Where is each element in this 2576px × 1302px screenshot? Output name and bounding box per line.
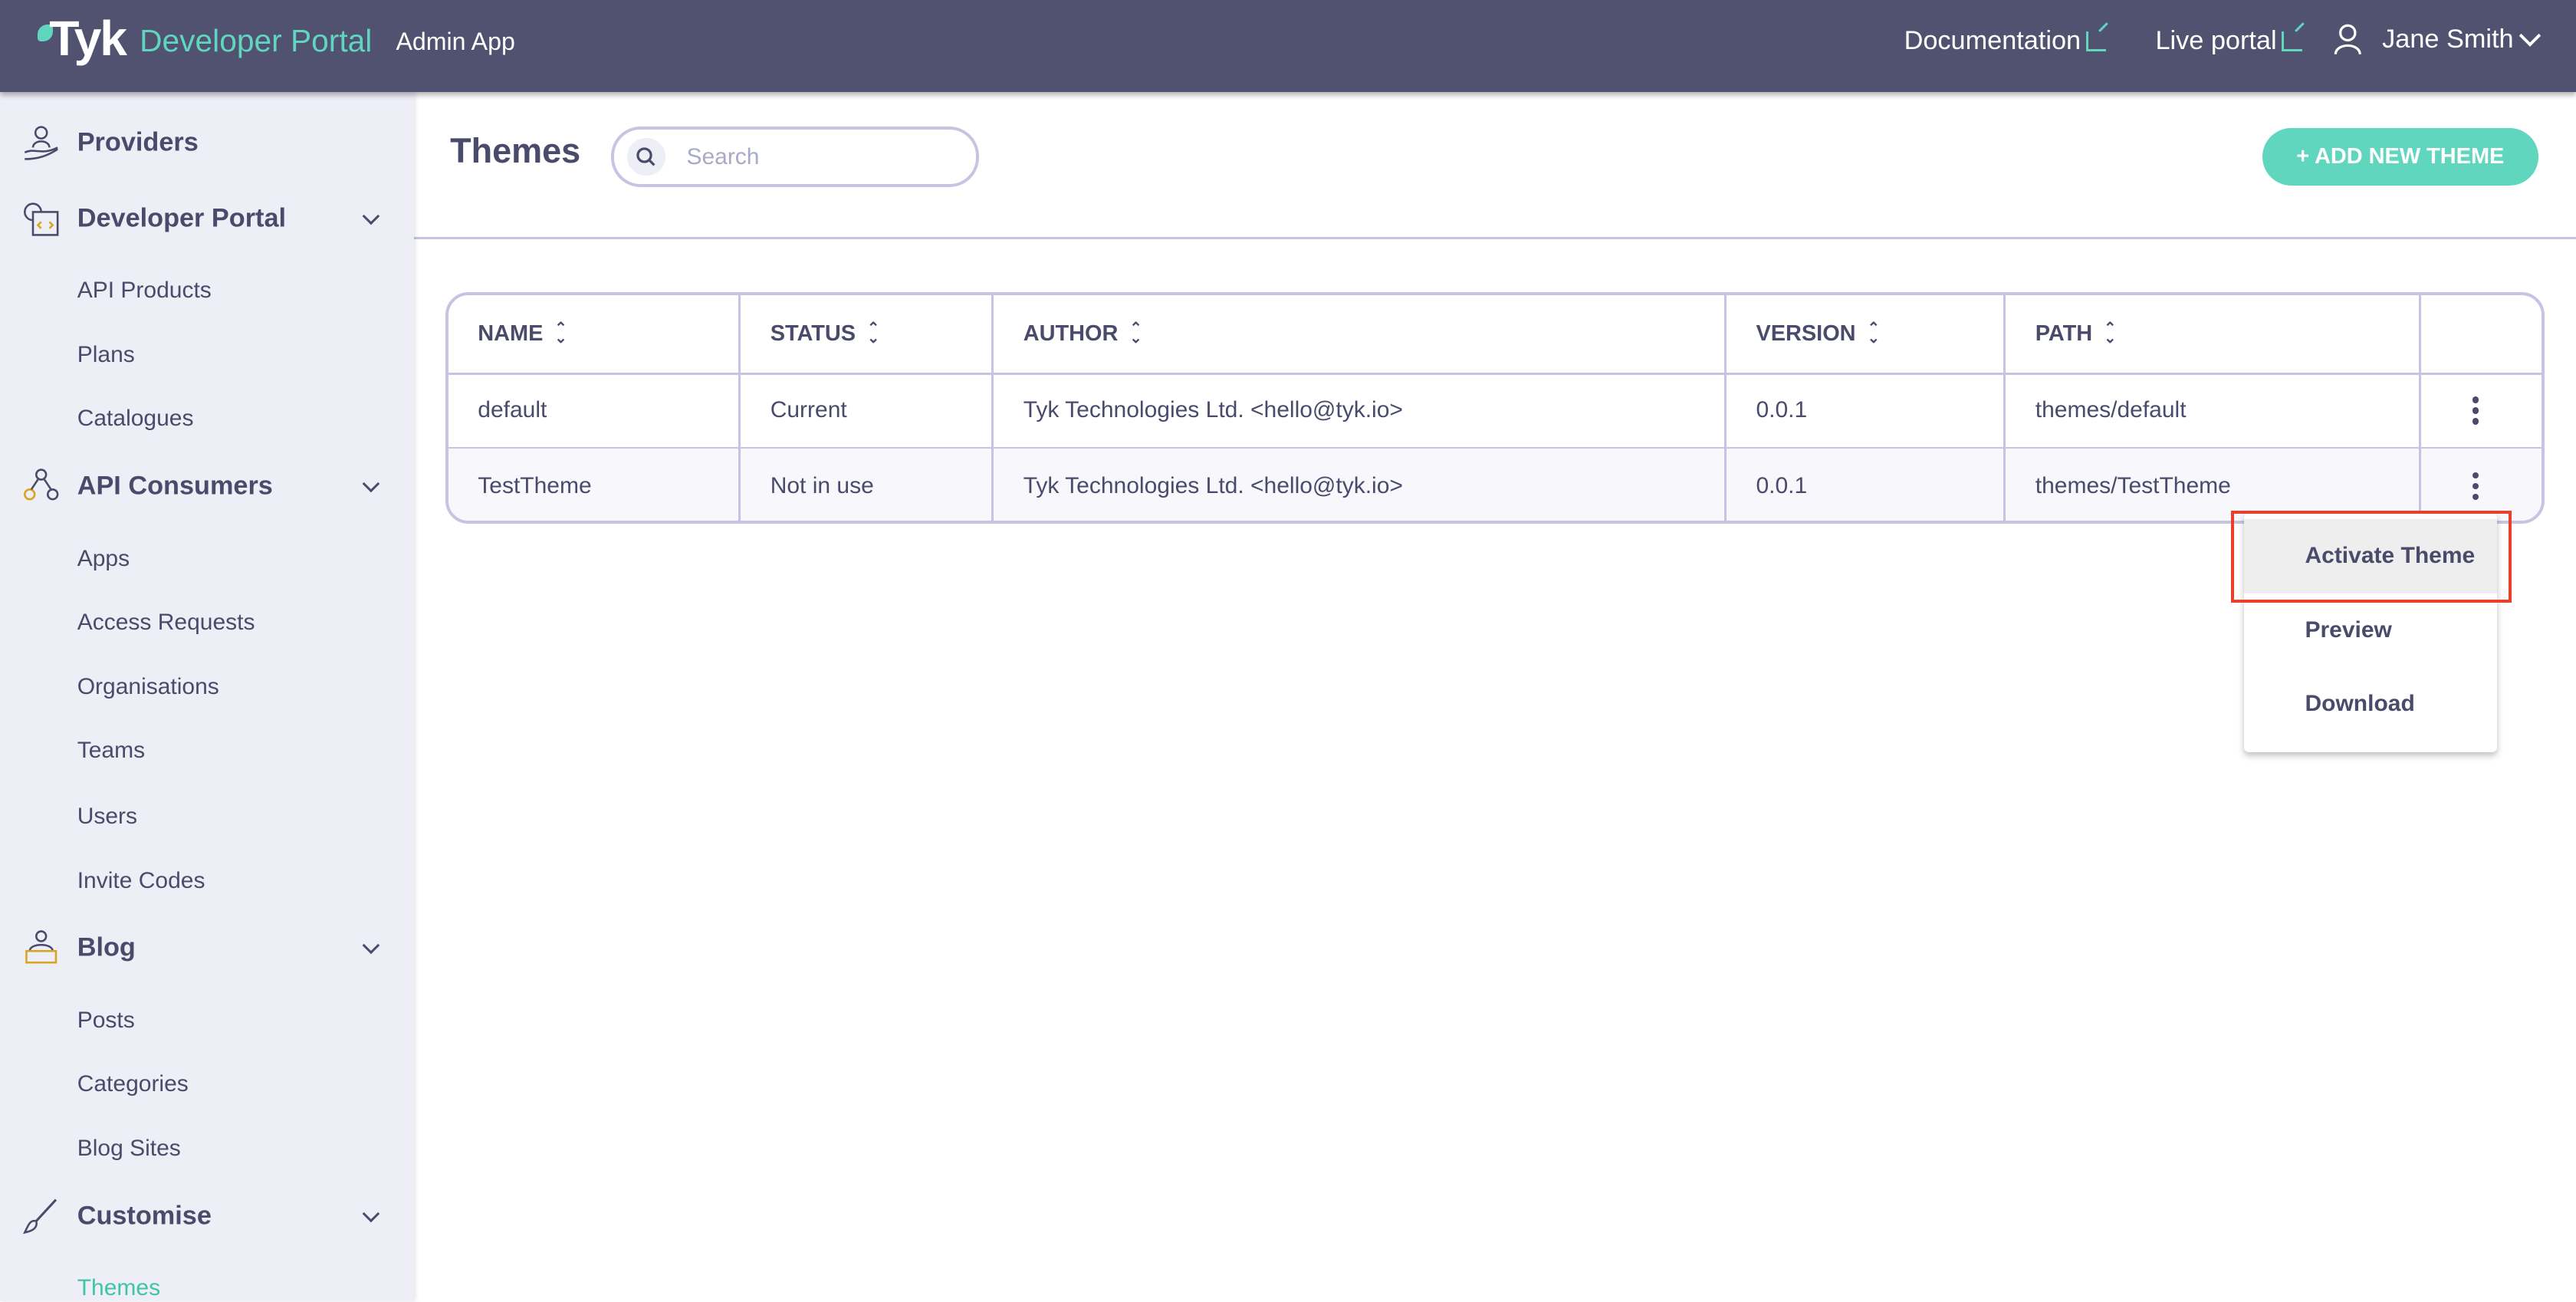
cell-version: 0.0.1: [1727, 448, 2006, 521]
cell-path: themes/TestTheme: [2006, 448, 2422, 521]
page-title: Themes: [450, 131, 581, 171]
sidebar-item-invite-codes[interactable]: Invite Codes: [77, 867, 205, 893]
themes-table: NAME ⌃ ⌄ STATUS ⌃ ⌄ AUTHOR ⌃ ⌄ VERSION ⌃ ⌄ PATH ⌃…: [445, 292, 2545, 524]
cell-name: TestTheme: [449, 448, 741, 521]
developer-portal-icon: [23, 202, 59, 236]
live-portal-link[interactable]: Live portal: [2155, 26, 2302, 56]
search-box[interactable]: [611, 127, 979, 187]
brush-icon: [22, 1198, 57, 1234]
chevron-down-icon[interactable]: [362, 1205, 380, 1222]
search-input[interactable]: [683, 143, 953, 173]
sidebar-item-posts[interactable]: Posts: [77, 1007, 135, 1033]
column-label: NAME: [478, 321, 544, 347]
sidebar-item-categories[interactable]: Categories: [77, 1071, 189, 1097]
product-name: Developer Portal: [140, 23, 373, 58]
add-new-theme-button[interactable]: + ADD NEW THEME: [2262, 128, 2538, 186]
sort-icon[interactable]: ⌃ ⌄: [2104, 320, 2117, 347]
sidebar-item-themes[interactable]: Themes: [77, 1275, 161, 1301]
blog-icon: [25, 930, 58, 965]
sort-icon[interactable]: ⌃ ⌄: [867, 320, 880, 347]
sort-icon[interactable]: ⌃ ⌄: [1129, 320, 1142, 347]
chevron-down-icon: [2518, 33, 2542, 47]
more-options-icon[interactable]: [2472, 396, 2479, 425]
column-header-status[interactable]: STATUS ⌃ ⌄: [741, 295, 994, 373]
providers-icon: [24, 126, 58, 161]
cell-author: Tyk Technologies Ltd. <hello@tyk.io>: [994, 374, 1727, 447]
cell-actions: [2421, 449, 2541, 521]
user-name: Jane Smith: [2382, 24, 2514, 54]
menu-item-preview[interactable]: Preview: [2305, 616, 2392, 643]
api-consumers-icon: [23, 469, 59, 501]
external-link-icon: [2282, 31, 2302, 52]
sidebar-section-developer-portal[interactable]: Developer Portal: [77, 203, 287, 233]
sidebar-item-access-requests[interactable]: Access Requests: [77, 610, 255, 636]
column-header-path[interactable]: PATH ⌃ ⌄: [2006, 295, 2422, 373]
sidebar-item-users[interactable]: Users: [77, 804, 138, 830]
column-label: VERSION: [1756, 321, 1856, 347]
theme-context-menu: Activate Theme Preview Download: [2244, 512, 2498, 753]
sidebar-item-apps[interactable]: Apps: [77, 545, 130, 571]
cell-status: Current: [741, 374, 994, 447]
sidebar-section-blog[interactable]: Blog: [77, 932, 136, 962]
column-label: PATH: [2035, 321, 2093, 347]
sort-icon[interactable]: ⌃ ⌄: [554, 320, 567, 347]
table-row: default Current Tyk Technologies Ltd. <h…: [448, 374, 2542, 449]
column-header-version[interactable]: VERSION ⌃ ⌄: [1727, 295, 2006, 373]
table-header-row: NAME ⌃ ⌄ STATUS ⌃ ⌄ AUTHOR ⌃ ⌄ VERSION ⌃ ⌄ PATH ⌃…: [448, 295, 2542, 376]
app-label: Admin App: [396, 28, 515, 56]
tyk-logo-leaf-icon: [38, 25, 53, 41]
user-menu[interactable]: Jane Smith: [2333, 23, 2542, 56]
cell-version: 0.0.1: [1727, 374, 2006, 447]
live-portal-label: Live portal: [2155, 26, 2277, 56]
documentation-label: Documentation: [1904, 26, 2082, 56]
user-icon: [2334, 24, 2361, 55]
column-label: AUTHOR: [1023, 321, 1119, 347]
column-label: STATUS: [770, 321, 856, 347]
divider: [414, 236, 2576, 239]
tyk-logo[interactable]: Tyk: [49, 10, 127, 66]
column-header-name[interactable]: NAME ⌃ ⌄: [449, 295, 741, 373]
sidebar-section-api-consumers[interactable]: API Consumers: [77, 471, 273, 501]
sidebar-item-plans[interactable]: Plans: [77, 341, 135, 367]
sidebar-item-organisations[interactable]: Organisations: [77, 673, 219, 699]
external-link-icon: [2085, 31, 2107, 52]
column-header-author[interactable]: AUTHOR ⌃ ⌄: [994, 295, 1727, 373]
sidebar-item-teams[interactable]: Teams: [77, 738, 146, 764]
sidebar: Providers Developer Portal API Products …: [0, 92, 414, 1302]
menu-item-activate-theme[interactable]: Activate Theme: [2244, 519, 2498, 593]
top-bar: Tyk Developer Portal Admin App Documenta…: [0, 0, 2576, 92]
chevron-down-icon[interactable]: [362, 475, 380, 493]
table-row: TestTheme Not in use Tyk Technologies Lt…: [448, 448, 2542, 521]
sidebar-item-api-products[interactable]: API Products: [77, 278, 212, 304]
menu-item-download[interactable]: Download: [2305, 691, 2415, 717]
column-header-actions: [2421, 295, 2541, 373]
search-icon: [627, 137, 665, 176]
cell-status: Not in use: [741, 448, 994, 521]
chevron-down-icon[interactable]: [362, 937, 380, 955]
sort-icon[interactable]: ⌃ ⌄: [1867, 320, 1880, 347]
sidebar-item-blog-sites[interactable]: Blog Sites: [77, 1135, 181, 1161]
cell-path: themes/default: [2006, 374, 2422, 447]
sidebar-section-providers[interactable]: Providers: [77, 127, 199, 157]
cell-name: default: [449, 374, 741, 447]
chevron-down-icon[interactable]: [362, 207, 380, 225]
cell-author: Tyk Technologies Ltd. <hello@tyk.io>: [994, 448, 1727, 521]
cell-actions: [2421, 374, 2541, 446]
sidebar-section-customise[interactable]: Customise: [77, 1201, 212, 1231]
more-options-icon[interactable]: [2472, 472, 2479, 501]
documentation-link[interactable]: Documentation: [1904, 26, 2107, 56]
sidebar-item-catalogues[interactable]: Catalogues: [77, 406, 194, 432]
